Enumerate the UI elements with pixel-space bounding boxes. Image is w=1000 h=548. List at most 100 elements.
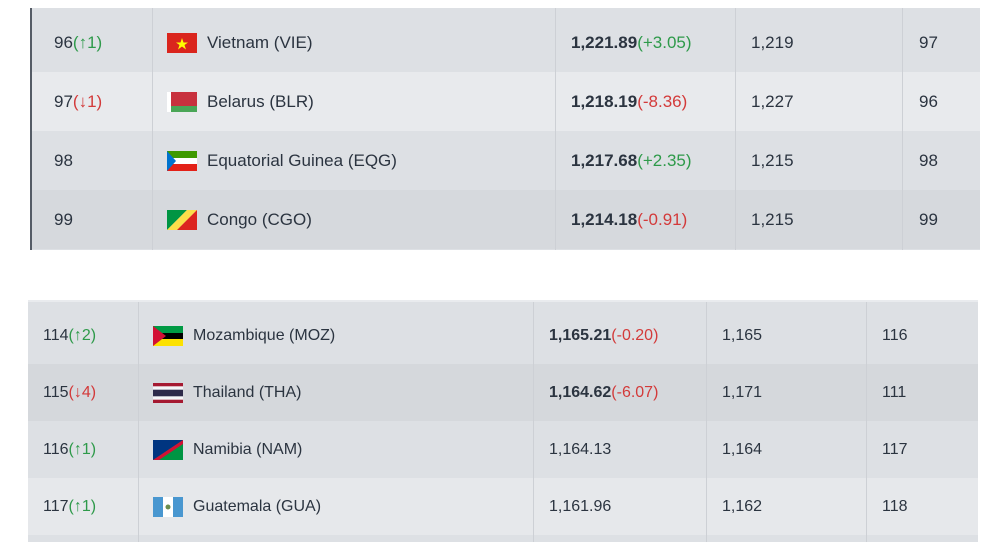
column-divider xyxy=(706,364,707,421)
previous-points: 1,165 xyxy=(722,326,763,344)
table-row: 114 (↑2) Mozambique (MOZ) 1,165.21 (-0.20)… xyxy=(28,307,978,364)
points: 1,217.68 xyxy=(571,150,638,170)
points-change: (+3.05) xyxy=(637,32,692,52)
table-row: 116 (↑1) Namibia (NAM) 1,164.13 1,164 117 xyxy=(28,421,978,478)
points-change: (-0.91) xyxy=(637,209,688,229)
cell: 117 (↑1) xyxy=(43,478,96,535)
flag-icon xyxy=(167,209,197,230)
rank: 98 xyxy=(54,150,73,170)
ranking-table: 96 (↑1) Vietnam (VIE) 1,221.89 (+3.05) 1,21… xyxy=(30,8,980,250)
column-divider xyxy=(902,131,903,190)
cell: 1,165.21 (-0.20) xyxy=(549,307,658,364)
cell: 115 (↓4) xyxy=(43,364,96,421)
cell: 118 xyxy=(882,478,908,535)
column-divider xyxy=(706,421,707,478)
rank-change: (↓1) xyxy=(72,91,103,111)
rank-change: (↑2) xyxy=(68,326,97,344)
points: 1,164.13 xyxy=(549,440,612,458)
cell: 1,227 xyxy=(751,72,794,131)
country-name: Vietnam (VIE) xyxy=(207,32,313,52)
previous-rank: 111 xyxy=(882,383,907,401)
column-divider xyxy=(735,190,736,249)
column-divider xyxy=(706,478,707,535)
column-divider xyxy=(533,421,534,478)
column-divider xyxy=(138,307,139,364)
cell: Mozambique (MOZ) xyxy=(153,307,335,364)
previous-rank: 97 xyxy=(919,32,938,52)
cell: 96 (↑1) xyxy=(54,13,102,72)
rank-change: (↓4) xyxy=(68,383,97,401)
points-change: (-6.07) xyxy=(611,383,659,401)
cell: Thailand (THA) xyxy=(153,364,301,421)
table-row: 117 (↑1) Guatemala (GUA) 1,161.96 1,162 118 xyxy=(28,478,978,535)
column-divider xyxy=(735,131,736,190)
rank: 116 xyxy=(43,440,69,458)
points: 1,161.96 xyxy=(549,497,612,515)
cell: 1,219 xyxy=(751,13,794,72)
rank: 115 xyxy=(43,383,69,401)
column-divider xyxy=(555,131,556,190)
points: 1,164.62 xyxy=(549,383,612,401)
column-divider xyxy=(152,72,153,131)
column-divider xyxy=(866,478,867,535)
country-name: Thailand (THA) xyxy=(193,383,302,401)
previous-points: 1,171 xyxy=(722,383,763,401)
previous-rank: 117 xyxy=(882,440,908,458)
cell: 1,164.62 (-6.07) xyxy=(549,364,658,421)
points: 1,214.18 xyxy=(571,209,638,229)
column-divider xyxy=(533,307,534,364)
column-divider xyxy=(555,190,556,249)
cell: 97 xyxy=(919,13,938,72)
cell: Vietnam (VIE) xyxy=(167,13,313,72)
cell: 1,164 xyxy=(722,421,762,478)
cell: Equatorial Guinea (EQG) xyxy=(167,131,397,190)
cell: 1,165 xyxy=(722,307,762,364)
previous-rank: 99 xyxy=(919,209,938,229)
cell: 117 xyxy=(882,421,908,478)
ranking-table: 114 (↑2) Mozambique (MOZ) 1,165.21 (-0.20)… xyxy=(28,300,978,542)
column-divider xyxy=(902,190,903,249)
cell: 111 xyxy=(882,364,906,421)
previous-points: 1,162 xyxy=(722,497,763,515)
cell: Namibia (NAM) xyxy=(153,421,302,478)
cell: 1,221.89 (+3.05) xyxy=(571,13,692,72)
cell: 116 (↑1) xyxy=(43,421,96,478)
table-row: 115 (↓4) Thailand (THA) 1,164.62 (-6.07) 1,… xyxy=(28,364,978,421)
rank: 114 xyxy=(43,326,69,344)
flag-icon xyxy=(153,325,183,346)
column-divider xyxy=(152,13,153,72)
cell: 96 xyxy=(919,72,938,131)
table-row: 96 (↑1) Vietnam (VIE) 1,221.89 (+3.05) 1,21… xyxy=(32,13,980,72)
table-row: 98 Equatorial Guinea (EQG) 1,217.68 (+2.35… xyxy=(32,131,980,190)
rank: 99 xyxy=(54,209,73,229)
country-name: Guatemala (GUA) xyxy=(193,497,322,515)
cell: 1,215 xyxy=(751,190,794,249)
cell: 1,215 xyxy=(751,131,794,190)
column-divider xyxy=(735,72,736,131)
cell: Guatemala (GUA) xyxy=(153,478,321,535)
flag-icon xyxy=(167,150,197,171)
points: 1,165.21 xyxy=(549,326,612,344)
points-change: (-8.36) xyxy=(637,91,688,111)
flag-icon xyxy=(153,496,183,517)
cell: 98 xyxy=(919,131,938,190)
column-divider xyxy=(533,364,534,421)
country-name: Belarus (BLR) xyxy=(207,91,314,111)
flag-icon xyxy=(153,382,183,403)
rank: 97 xyxy=(54,91,73,111)
previous-rank: 116 xyxy=(882,326,908,344)
country-name: Equatorial Guinea (EQG) xyxy=(207,150,397,170)
cell: 114 (↑2) xyxy=(43,307,96,364)
cell: 1,214.18 (-0.91) xyxy=(571,190,687,249)
column-divider xyxy=(138,421,139,478)
cell: 1,164.13 xyxy=(549,421,611,478)
column-divider xyxy=(555,13,556,72)
country-name: Namibia (NAM) xyxy=(193,440,303,458)
previous-points: 1,227 xyxy=(751,91,794,111)
points-change: (+2.35) xyxy=(637,150,692,170)
cell: 116 xyxy=(882,307,908,364)
column-divider xyxy=(706,307,707,364)
column-divider xyxy=(152,131,153,190)
points: 1,221.89 xyxy=(571,32,638,52)
